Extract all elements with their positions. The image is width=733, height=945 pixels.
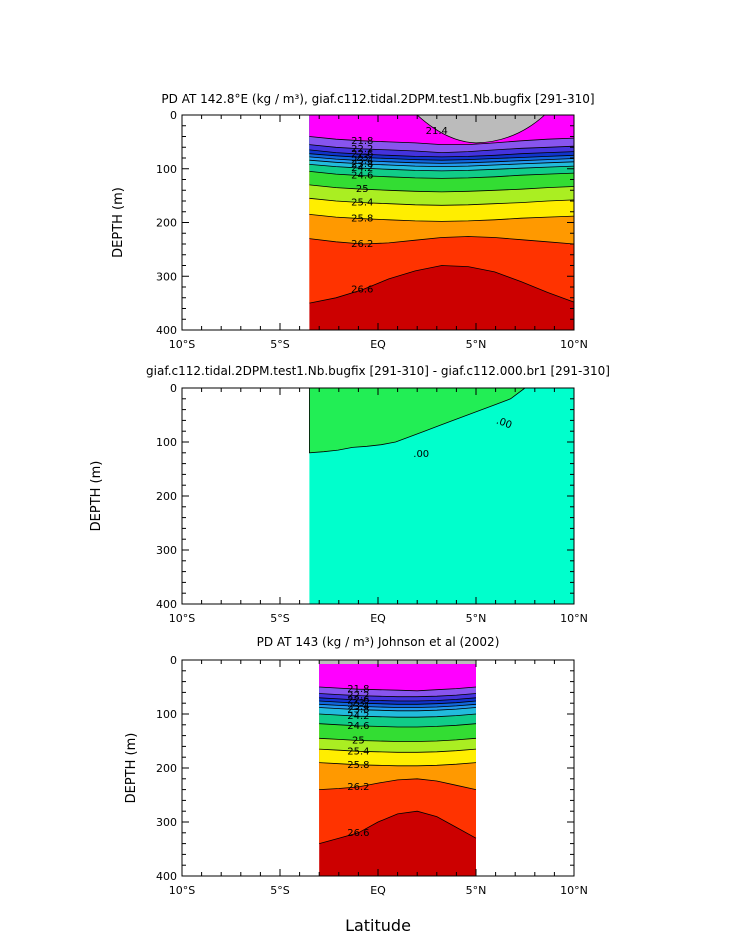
x-tick-label: 5°N [466, 884, 487, 897]
contour-line-21.8 [319, 686, 477, 692]
contour-line-25.8 [319, 762, 477, 767]
contour-label: 24.2 [347, 711, 369, 722]
y-tick-label: 0 [170, 382, 177, 395]
x-tick-label: 5°N [466, 612, 487, 625]
x-tick-label: 5°S [270, 338, 289, 351]
contour-label: 23.4 [351, 156, 373, 167]
contour-label: .00 [495, 416, 514, 432]
x-tick-label: 5°S [270, 884, 289, 897]
y-tick-label: 200 [156, 217, 177, 230]
contour-label: 25.8 [347, 760, 369, 771]
contour-line-25.4 [319, 748, 477, 753]
contour-label: 25.4 [351, 198, 373, 209]
land-mask [416, 114, 546, 144]
y-tick-label: 0 [170, 654, 177, 667]
x-tick-label: 10°S [169, 338, 195, 351]
contour-label: 24.2 [351, 163, 373, 174]
contour-line-26.2 [309, 236, 575, 245]
contour-line-25.4 [309, 197, 575, 206]
contour-line-26.2 [319, 778, 477, 790]
y-tick-label: 100 [156, 163, 177, 176]
contour-line-22.6 [309, 149, 575, 158]
contour-line-24.6 [309, 171, 575, 179]
contour-label: 22.6 [347, 695, 369, 706]
contour-label: 23.8 [351, 159, 373, 170]
contour-label: 21.8 [351, 136, 373, 147]
contour-line-23.4 [309, 156, 575, 164]
x-tick-label: 5°S [270, 612, 289, 625]
contour-line-23.8 [309, 159, 575, 168]
contour-label: 21.8 [347, 684, 369, 695]
contour-label: .00 [413, 449, 429, 460]
chart-title: PD AT 142.8°E (kg / m³), giaf.c112.tidal… [161, 92, 594, 106]
contour-label: 25 [352, 736, 365, 747]
x-tick-label: 10°N [560, 612, 588, 625]
x-tick-label: 5°N [466, 338, 487, 351]
contour-line-25.8 [309, 214, 575, 222]
y-axis-label: DEPTH (m) [111, 187, 126, 258]
contour-label: 24.6 [347, 721, 369, 732]
chart-title: giaf.c112.tidal.2DPM.test1.Nb.bugfix [29… [146, 364, 610, 378]
y-axis-label: DEPTH (m) [89, 461, 104, 532]
contour-line-22.2 [319, 693, 477, 698]
contour-label: 22.2 [351, 144, 373, 155]
contour-label: 22.2 [347, 691, 369, 702]
x-tick-label: EQ [370, 884, 386, 897]
contour-line-26.6 [309, 265, 575, 304]
y-tick-label: 100 [156, 708, 177, 721]
contour-line-23.8 [319, 707, 477, 712]
contour-line-24.6 [319, 723, 477, 728]
x-tick-label: 10°N [560, 338, 588, 351]
contour-line-21.8 [309, 136, 575, 145]
y-tick-label: 400 [156, 324, 177, 337]
x-tick-label: 10°S [169, 884, 195, 897]
contour-label: 23.4 [347, 701, 369, 712]
contour-label: 26.2 [351, 239, 373, 250]
contour-line-24.2 [309, 164, 575, 172]
contour-line-26.6 [319, 810, 477, 844]
x-tick-label: EQ [370, 338, 386, 351]
y-tick-label: 400 [156, 598, 177, 611]
band-top [319, 660, 476, 691]
x-tick-label: 10°N [560, 884, 588, 897]
contour-label: 23.8 [347, 705, 369, 716]
y-tick-label: 0 [170, 109, 177, 122]
y-tick-label: 300 [156, 544, 177, 557]
contour-label: 21.4 [426, 126, 448, 137]
y-tick-label: 300 [156, 270, 177, 283]
contour-label: 23 [356, 153, 369, 164]
contour-label: 23 [352, 698, 365, 709]
y-tick-label: 100 [156, 436, 177, 449]
contour-line-22.6 [319, 697, 477, 702]
chart-panel-1: PD AT 142.8°E (kg / m³), giaf.c112.tidal… [111, 92, 595, 351]
chart-panel-3: PD AT 143 (kg / m³) Johnson et al (2002)… [124, 635, 588, 935]
y-tick-label: 200 [156, 762, 177, 775]
contour-label: 25.8 [351, 214, 373, 225]
y-axis-label: DEPTH (m) [124, 733, 139, 804]
contour-label: 26.6 [347, 828, 369, 839]
region-positive [309, 387, 527, 454]
contour-label: 25 [356, 184, 369, 195]
contour-label: 24.6 [351, 171, 373, 182]
y-tick-label: 300 [156, 816, 177, 829]
contour-line-25 [309, 184, 575, 193]
x-axis-label: Latitude [345, 916, 411, 935]
contour-label: 22.6 [351, 149, 373, 160]
contour-label: 26.2 [347, 782, 369, 793]
chart-panel-2: giaf.c112.tidal.2DPM.test1.Nb.bugfix [29… [89, 364, 610, 625]
chart-title: PD AT 143 (kg / m³) Johnson et al (2002) [257, 635, 500, 649]
contour-line-24.2 [319, 713, 477, 718]
contour-line-23 [309, 153, 575, 161]
contour-label: 26.6 [351, 285, 373, 296]
x-tick-label: 10°S [169, 612, 195, 625]
contour-line-22.2 [309, 144, 575, 154]
x-tick-label: EQ [370, 612, 386, 625]
contour-line-23.4 [319, 703, 477, 708]
contour-label: 25.4 [347, 746, 369, 757]
y-tick-label: 400 [156, 870, 177, 883]
contour-line-25 [319, 737, 477, 742]
contour-line-23 [319, 700, 477, 705]
y-tick-label: 200 [156, 490, 177, 503]
